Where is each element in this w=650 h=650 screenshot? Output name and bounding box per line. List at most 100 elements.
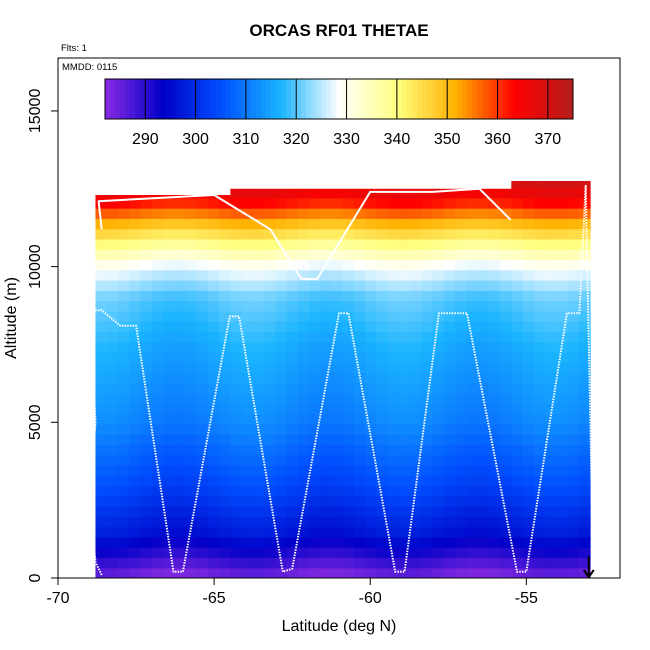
- field-cell: [511, 290, 524, 302]
- field-cell: [219, 485, 231, 497]
- field-cell: [342, 464, 355, 476]
- field-cell: [185, 238, 198, 250]
- colorbar-segment: [331, 79, 337, 119]
- field-cell: [398, 526, 411, 538]
- field-cell: [297, 413, 310, 425]
- field-cell: [443, 188, 456, 199]
- field-cell: [387, 413, 400, 425]
- field-cell: [252, 382, 265, 394]
- field-cell: [196, 413, 209, 425]
- field-cell: [219, 567, 231, 578]
- field-cell: [477, 351, 490, 363]
- field-cell: [297, 536, 310, 548]
- field-cell: [185, 454, 198, 466]
- field-cell: [567, 259, 580, 271]
- field-cell: [432, 197, 445, 209]
- field-cell: [398, 188, 411, 199]
- field-cell: [477, 249, 490, 261]
- field-cell: [174, 372, 186, 384]
- field-cell: [241, 341, 254, 353]
- field-cell: [488, 444, 501, 456]
- field-cell: [129, 423, 142, 435]
- field-cell: [556, 454, 569, 466]
- colorbar-segment: [396, 79, 403, 119]
- field-cell: [230, 547, 243, 559]
- field-cell: [309, 249, 321, 261]
- field-cell: [398, 547, 411, 559]
- field-cell: [331, 341, 344, 353]
- field-cell: [129, 403, 142, 415]
- field-cell: [162, 321, 175, 332]
- field-cell: [151, 341, 164, 353]
- field-cell: [443, 516, 456, 528]
- field-cell: [174, 485, 186, 497]
- field-cell: [443, 290, 456, 302]
- field-cell: [466, 238, 479, 250]
- field-cell: [365, 280, 378, 291]
- field-cell: [533, 464, 546, 476]
- field-cell: [151, 506, 164, 517]
- field-cell: [207, 280, 220, 291]
- field-cell: [488, 475, 501, 487]
- field-cell: [432, 434, 445, 446]
- field-cell: [275, 351, 288, 363]
- field-cell: [219, 444, 231, 456]
- colorbar-segment: [296, 79, 302, 119]
- field-cell: [533, 403, 546, 415]
- field-cell: [466, 495, 479, 507]
- field-cell: [174, 382, 186, 394]
- field-cell: [241, 485, 254, 497]
- field-cell: [365, 269, 378, 281]
- field-cell: [252, 526, 265, 538]
- field-cell: [106, 341, 119, 353]
- field-cell: [174, 228, 186, 240]
- field-cell: [353, 197, 366, 209]
- field-cell: [353, 249, 366, 261]
- colorbar-segment: [437, 79, 443, 119]
- field-cell: [286, 403, 299, 415]
- field-cell: [286, 362, 299, 374]
- field-cell: [219, 208, 231, 219]
- field-cell: [320, 506, 333, 517]
- field-cell: [432, 464, 445, 476]
- field-cell: [477, 228, 490, 240]
- field-cell: [455, 485, 467, 497]
- field-cell: [95, 341, 108, 353]
- field-cell: [162, 454, 175, 466]
- field-cell: [174, 238, 186, 250]
- field-cell: [500, 269, 512, 281]
- field-cell: [488, 506, 501, 517]
- field-cell: [567, 557, 580, 569]
- field-cell: [185, 393, 198, 404]
- field-cell: [252, 434, 265, 446]
- field-cell: [443, 547, 456, 559]
- field-cell: [140, 382, 153, 394]
- field-cell: [106, 195, 119, 199]
- field-cell: [488, 351, 501, 363]
- field-cell: [432, 547, 445, 559]
- field-cell: [353, 403, 366, 415]
- field-cell: [466, 351, 479, 363]
- field-cell: [185, 423, 198, 435]
- field-cell: [207, 331, 220, 343]
- field-cell: [353, 362, 366, 374]
- field-cell: [342, 362, 355, 374]
- field-cell: [252, 547, 265, 559]
- field-cell: [174, 423, 186, 435]
- field-cell: [129, 280, 142, 291]
- field-cell: [162, 506, 175, 517]
- field-cell: [545, 516, 557, 528]
- field-cell: [106, 423, 119, 435]
- field-cell: [443, 351, 456, 363]
- field-cell: [455, 197, 467, 209]
- field-cell: [387, 331, 400, 343]
- field-cell: [185, 444, 198, 456]
- field-cell: [241, 393, 254, 404]
- field-cell: [252, 208, 265, 219]
- field-cell: [477, 290, 490, 302]
- field-cell: [230, 331, 243, 343]
- field-cell: [309, 351, 321, 363]
- field-cell: [533, 280, 546, 291]
- field-cell: [230, 567, 243, 578]
- field-cell: [432, 393, 445, 404]
